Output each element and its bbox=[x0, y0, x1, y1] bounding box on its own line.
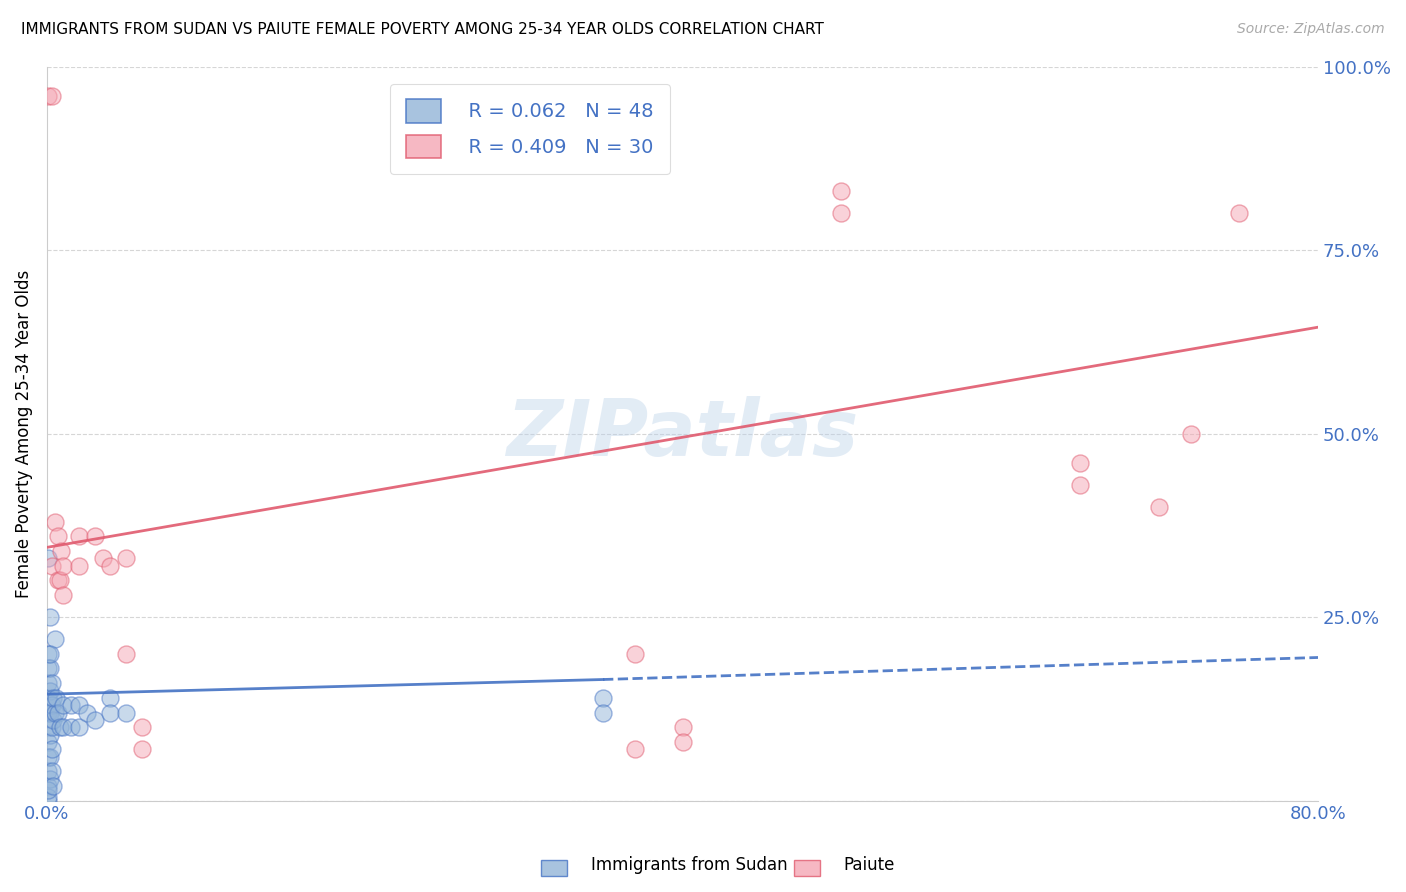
Point bbox=[100, 706, 122, 720]
Point bbox=[46, 574, 69, 588]
Point bbox=[37, 789, 59, 804]
Point bbox=[41, 698, 63, 713]
Point bbox=[42, 779, 65, 793]
Point bbox=[37, 661, 59, 675]
Point bbox=[44, 706, 66, 720]
Point bbox=[100, 558, 122, 573]
Point bbox=[830, 185, 852, 199]
Point bbox=[1180, 426, 1202, 441]
Point bbox=[115, 551, 138, 566]
Point bbox=[52, 720, 75, 734]
Y-axis label: Female Poverty Among 25-34 Year Olds: Female Poverty Among 25-34 Year Olds bbox=[15, 269, 32, 598]
Point bbox=[37, 735, 59, 749]
Point bbox=[115, 706, 138, 720]
Point bbox=[41, 676, 63, 690]
Point bbox=[52, 698, 75, 713]
Text: IMMIGRANTS FROM SUDAN VS PAIUTE FEMALE POVERTY AMONG 25-34 YEAR OLDS CORRELATION: IMMIGRANTS FROM SUDAN VS PAIUTE FEMALE P… bbox=[21, 22, 824, 37]
Text: Source: ZipAtlas.com: Source: ZipAtlas.com bbox=[1237, 22, 1385, 37]
Point bbox=[45, 690, 67, 705]
Point bbox=[37, 676, 59, 690]
Point bbox=[41, 764, 63, 779]
Point bbox=[51, 544, 73, 558]
Point bbox=[83, 529, 105, 543]
Point bbox=[37, 720, 59, 734]
Point bbox=[67, 529, 90, 543]
Point bbox=[52, 588, 75, 602]
Text: Immigrants from Sudan: Immigrants from Sudan bbox=[591, 856, 787, 874]
Point bbox=[624, 647, 647, 661]
Point bbox=[37, 749, 59, 764]
Point bbox=[46, 706, 69, 720]
Point bbox=[39, 772, 62, 786]
Point bbox=[1227, 206, 1250, 220]
Text: ZIPatlas: ZIPatlas bbox=[506, 396, 859, 472]
Point bbox=[1069, 478, 1091, 492]
Point bbox=[37, 706, 59, 720]
Point bbox=[59, 698, 82, 713]
Point bbox=[131, 742, 153, 756]
Point bbox=[37, 551, 59, 566]
Point bbox=[44, 632, 66, 647]
Point bbox=[1069, 456, 1091, 470]
Text: Paiute: Paiute bbox=[844, 856, 896, 874]
Point bbox=[37, 794, 59, 808]
Point bbox=[39, 647, 62, 661]
Point bbox=[76, 706, 98, 720]
Point bbox=[671, 735, 693, 749]
Point bbox=[100, 690, 122, 705]
Point bbox=[37, 89, 59, 103]
Point bbox=[39, 683, 62, 698]
Point bbox=[52, 558, 75, 573]
Point bbox=[39, 661, 62, 675]
Point bbox=[83, 713, 105, 727]
Point bbox=[39, 749, 62, 764]
Point bbox=[59, 720, 82, 734]
Point bbox=[830, 206, 852, 220]
Point bbox=[671, 720, 693, 734]
Point bbox=[115, 647, 138, 661]
Point bbox=[39, 727, 62, 741]
Point bbox=[37, 779, 59, 793]
Point bbox=[67, 720, 90, 734]
Point bbox=[42, 690, 65, 705]
Point bbox=[48, 574, 70, 588]
Point bbox=[48, 720, 70, 734]
Point bbox=[131, 720, 153, 734]
Point bbox=[41, 720, 63, 734]
Point bbox=[67, 558, 90, 573]
Point bbox=[1147, 500, 1170, 514]
Point bbox=[41, 558, 63, 573]
Point bbox=[37, 647, 59, 661]
Point bbox=[39, 706, 62, 720]
Point bbox=[37, 764, 59, 779]
Point bbox=[41, 742, 63, 756]
Point bbox=[624, 742, 647, 756]
Legend:   R = 0.062   N = 48,   R = 0.409   N = 30: R = 0.062 N = 48, R = 0.409 N = 30 bbox=[391, 84, 669, 174]
Point bbox=[44, 515, 66, 529]
Point bbox=[41, 89, 63, 103]
Point bbox=[592, 690, 614, 705]
Point bbox=[42, 713, 65, 727]
Point bbox=[91, 551, 114, 566]
Point bbox=[67, 698, 90, 713]
Point bbox=[37, 690, 59, 705]
Point bbox=[37, 782, 59, 797]
Point bbox=[39, 610, 62, 624]
Point bbox=[592, 706, 614, 720]
Point bbox=[46, 529, 69, 543]
